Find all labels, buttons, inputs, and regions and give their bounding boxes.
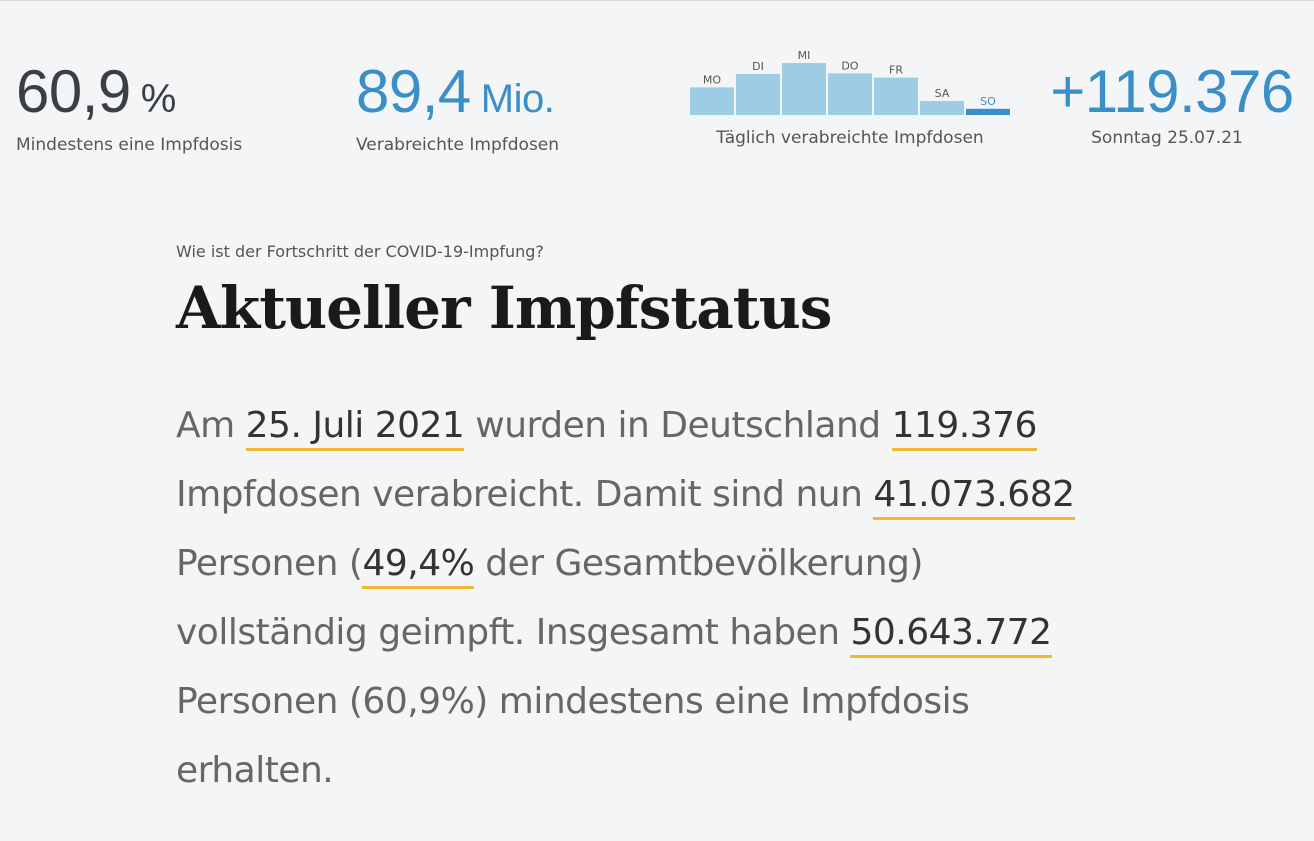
- summary-text-2: wurden in Deutschland: [464, 405, 892, 446]
- main-content: Wie ist der Fortschritt der COVID-19-Imp…: [176, 242, 1136, 841]
- kpi-total-doses-value: 89,4: [356, 58, 471, 125]
- daily-bar-di: [736, 73, 780, 115]
- daily-bar-label-di: DI: [752, 60, 764, 73]
- daily-bar-mo: [690, 87, 734, 115]
- summary-first-dose: 50.643.772: [850, 612, 1052, 658]
- daily-bar-sa: [920, 101, 964, 115]
- section-eyebrow: Wie ist der Fortschritt der COVID-19-Imp…: [176, 242, 544, 261]
- summary-text-3: Impfdosen verabreicht. Damit sind nun: [176, 474, 874, 515]
- kpi-total-doses-label: Verabreichte Impfdosen: [356, 135, 560, 155]
- kpi-today-value: +119.376: [1050, 58, 1294, 125]
- kpi-first-dose-value: 60,9: [16, 58, 131, 125]
- daily-bar-label-so: SO: [980, 95, 996, 108]
- status-summary: Am 25. Juli 2021 wurden in Deutschland 1…: [176, 391, 1116, 805]
- page-title: Aktueller Impfstatus: [176, 274, 832, 342]
- kpi-first-dose-value-row: 60,9%: [16, 62, 242, 129]
- summary-date: 25. Juli 2021: [245, 405, 465, 451]
- kpi-total-doses-unit: Mio.: [480, 77, 555, 121]
- daily-doses-label: Täglich verabreichte Impfdosen: [716, 128, 984, 148]
- kpi-first-dose-unit: %: [140, 77, 177, 121]
- daily-bar-label-fr: FR: [889, 64, 903, 77]
- daily-doses-chart: MO DI MI DO FR SA SO: [690, 49, 1010, 115]
- daily-bar-mi: [782, 63, 826, 115]
- kpi-today: +119.376 Sonntag 25.07.21: [1044, 58, 1300, 149]
- summary-text-4: Personen (: [176, 543, 363, 584]
- daily-bar-so: [966, 108, 1010, 115]
- kpi-first-dose: 60,9% Mindestens eine Impfdosis: [16, 62, 243, 156]
- daily-bar-fr: [874, 77, 918, 115]
- kpi-first-dose-label: Mindestens eine Impfdosis: [16, 135, 243, 155]
- kpi-today-label: Sonntag 25.07.21: [1091, 128, 1243, 148]
- summary-daily-doses: 119.376: [891, 405, 1037, 451]
- daily-bar-label-do: DO: [841, 59, 858, 72]
- summary-text-6: Personen (60,9%) mindestens eine Impfdos…: [176, 681, 970, 791]
- top-divider: [0, 0, 1314, 1]
- summary-text-1: Am: [176, 405, 246, 446]
- daily-bar-do: [828, 73, 872, 115]
- summary-fully-vaccinated-pct: 49,4%: [362, 543, 475, 589]
- daily-bar-label-sa: SA: [935, 87, 950, 100]
- daily-bar-label-mo: MO: [703, 73, 721, 86]
- daily-bar-label-mi: MI: [798, 49, 811, 62]
- kpi-total-doses-value-row: 89,4 Mio.: [356, 62, 559, 129]
- summary-text-5: der Gesamtbevölkerung) vollständig geimp…: [176, 543, 923, 653]
- summary-fully-vaccinated: 41.073.682: [873, 474, 1075, 520]
- kpi-total-doses: 89,4 Mio. Verabreichte Impfdosen: [356, 62, 560, 156]
